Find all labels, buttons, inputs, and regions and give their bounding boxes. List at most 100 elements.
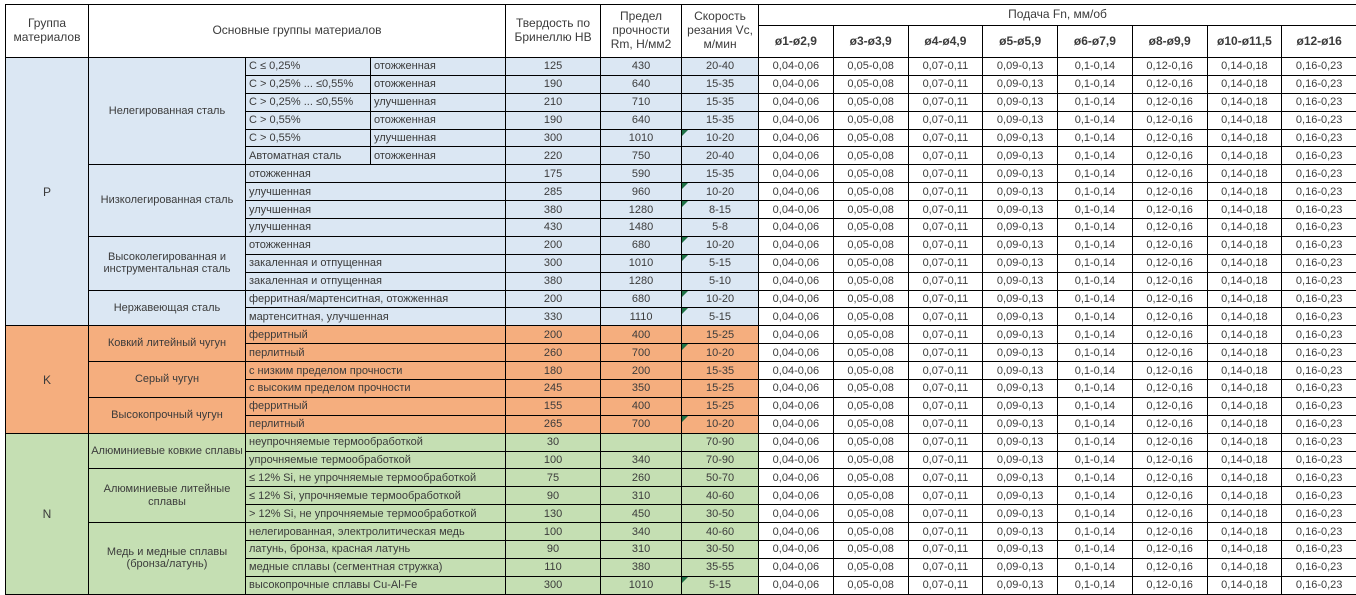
material-desc-cell[interactable]: C > 0,25% ... ≤0,55% — [246, 93, 371, 111]
cutting-speed-cell[interactable]: 35-55 — [682, 558, 759, 576]
hardness-cell[interactable]: 75 — [506, 469, 601, 487]
feed-value-cell-1[interactable]: 0,04-0,06 — [759, 129, 834, 147]
hardness-cell[interactable]: 380 — [506, 201, 601, 219]
feed-value-cell-3[interactable]: 0,07-0,11 — [908, 380, 983, 398]
feed-value-cell-1[interactable]: 0,04-0,06 — [759, 93, 834, 111]
feed-value-cell-2[interactable]: 0,05-0,08 — [833, 380, 908, 398]
hardness-cell[interactable]: 180 — [506, 362, 601, 380]
feed-value-cell-6[interactable]: 0,12-0,16 — [1132, 362, 1207, 380]
feed-value-cell-4[interactable]: 0,09-0,13 — [983, 362, 1058, 380]
feed-value-cell-5[interactable]: 0,1-0,14 — [1058, 505, 1133, 523]
feed-value-cell-7[interactable]: 0,14-0,18 — [1207, 397, 1282, 415]
feed-value-cell-4[interactable]: 0,09-0,13 — [983, 541, 1058, 559]
feed-value-cell-6[interactable]: 0,12-0,16 — [1132, 469, 1207, 487]
hardness-cell[interactable]: 285 — [506, 183, 601, 201]
feed-value-cell-5[interactable]: 0,1-0,14 — [1058, 469, 1133, 487]
feed-value-cell-1[interactable]: 0,04-0,06 — [759, 201, 834, 219]
hardness-cell[interactable]: 200 — [506, 290, 601, 308]
feed-value-cell-6[interactable]: 0,12-0,16 — [1132, 254, 1207, 272]
feed-value-cell-3[interactable]: 0,07-0,11 — [908, 165, 983, 183]
feed-value-cell-3[interactable]: 0,07-0,11 — [908, 254, 983, 272]
material-family-cell[interactable]: Нержавеющая сталь — [89, 290, 246, 326]
feed-value-cell-8[interactable]: 0,16-0,23 — [1282, 236, 1356, 254]
feed-value-cell-3[interactable]: 0,07-0,11 — [908, 505, 983, 523]
cutting-speed-cell[interactable]: 15-35 — [682, 165, 759, 183]
feed-value-cell-5[interactable]: 0,1-0,14 — [1058, 254, 1133, 272]
feed-value-cell-7[interactable]: 0,14-0,18 — [1207, 58, 1282, 76]
feed-value-cell-4[interactable]: 0,09-0,13 — [983, 219, 1058, 237]
feed-value-cell-8[interactable]: 0,16-0,23 — [1282, 487, 1356, 505]
feed-value-cell-3[interactable]: 0,07-0,11 — [908, 236, 983, 254]
feed-value-cell-4[interactable]: 0,09-0,13 — [983, 558, 1058, 576]
tensile-strength-cell[interactable]: 1110 — [601, 308, 682, 326]
header-feed-title[interactable]: Подача Fn, мм/об — [759, 5, 1356, 26]
feed-value-cell-1[interactable]: 0,04-0,06 — [759, 505, 834, 523]
hardness-cell[interactable]: 125 — [506, 58, 601, 76]
material-desc-cell[interactable]: улучшенная — [246, 219, 506, 237]
cutting-speed-cell[interactable]: 15-35 — [682, 362, 759, 380]
feed-value-cell-8[interactable]: 0,16-0,23 — [1282, 415, 1356, 433]
header-feed-dia-8[interactable]: ø12-ø16 — [1282, 26, 1356, 58]
tensile-strength-cell[interactable]: 340 — [601, 523, 682, 541]
material-desc-cell[interactable]: с низким пределом прочности — [246, 362, 506, 380]
feed-value-cell-4[interactable]: 0,09-0,13 — [983, 183, 1058, 201]
feed-value-cell-5[interactable]: 0,1-0,14 — [1058, 165, 1133, 183]
feed-value-cell-5[interactable]: 0,1-0,14 — [1058, 487, 1133, 505]
feed-value-cell-2[interactable]: 0,05-0,08 — [833, 451, 908, 469]
feed-value-cell-3[interactable]: 0,07-0,11 — [908, 362, 983, 380]
feed-value-cell-3[interactable]: 0,07-0,11 — [908, 326, 983, 344]
feed-value-cell-1[interactable]: 0,04-0,06 — [759, 469, 834, 487]
feed-value-cell-5[interactable]: 0,1-0,14 — [1058, 344, 1133, 362]
feed-value-cell-4[interactable]: 0,09-0,13 — [983, 380, 1058, 398]
material-family-cell[interactable]: Высокопрочный чугун — [89, 397, 246, 433]
material-desc-cell[interactable]: улучшенная — [246, 183, 506, 201]
feed-value-cell-3[interactable]: 0,07-0,11 — [908, 469, 983, 487]
header-feed-dia-5[interactable]: ø6-ø7,9 — [1058, 26, 1133, 58]
tensile-strength-cell[interactable]: 400 — [601, 326, 682, 344]
feed-value-cell-4[interactable]: 0,09-0,13 — [983, 254, 1058, 272]
hardness-cell[interactable]: 130 — [506, 505, 601, 523]
tensile-strength-cell[interactable]: 680 — [601, 290, 682, 308]
tensile-strength-cell[interactable]: 400 — [601, 397, 682, 415]
feed-value-cell-7[interactable]: 0,14-0,18 — [1207, 415, 1282, 433]
feed-value-cell-2[interactable]: 0,05-0,08 — [833, 75, 908, 93]
feed-value-cell-2[interactable]: 0,05-0,08 — [833, 326, 908, 344]
feed-value-cell-5[interactable]: 0,1-0,14 — [1058, 558, 1133, 576]
feed-value-cell-1[interactable]: 0,04-0,06 — [759, 380, 834, 398]
feed-value-cell-4[interactable]: 0,09-0,13 — [983, 326, 1058, 344]
hardness-cell[interactable]: 380 — [506, 272, 601, 290]
feed-value-cell-2[interactable]: 0,05-0,08 — [833, 415, 908, 433]
hardness-cell[interactable]: 30 — [506, 433, 601, 451]
feed-value-cell-2[interactable]: 0,05-0,08 — [833, 129, 908, 147]
feed-value-cell-4[interactable]: 0,09-0,13 — [983, 451, 1058, 469]
feed-value-cell-7[interactable]: 0,14-0,18 — [1207, 272, 1282, 290]
feed-value-cell-7[interactable]: 0,14-0,18 — [1207, 576, 1282, 594]
cutting-speed-cell[interactable]: 15-35 — [682, 75, 759, 93]
group-letter-cell[interactable]: N — [6, 433, 89, 594]
header-main-material-groups[interactable]: Основные группы материалов — [89, 5, 506, 58]
feed-value-cell-8[interactable]: 0,16-0,23 — [1282, 75, 1356, 93]
feed-value-cell-4[interactable]: 0,09-0,13 — [983, 576, 1058, 594]
feed-value-cell-2[interactable]: 0,05-0,08 — [833, 236, 908, 254]
material-desc-cell[interactable]: улучшенная — [246, 201, 506, 219]
tensile-strength-cell[interactable]: 200 — [601, 362, 682, 380]
feed-value-cell-4[interactable]: 0,09-0,13 — [983, 58, 1058, 76]
feed-value-cell-1[interactable]: 0,04-0,06 — [759, 523, 834, 541]
feed-value-cell-6[interactable]: 0,12-0,16 — [1132, 58, 1207, 76]
material-family-cell[interactable]: Высоколегированная и инструментальная ст… — [89, 236, 246, 290]
tensile-strength-cell[interactable]: 640 — [601, 111, 682, 129]
hardness-cell[interactable]: 245 — [506, 380, 601, 398]
feed-value-cell-8[interactable]: 0,16-0,23 — [1282, 451, 1356, 469]
feed-value-cell-8[interactable]: 0,16-0,23 — [1282, 58, 1356, 76]
feed-value-cell-6[interactable]: 0,12-0,16 — [1132, 558, 1207, 576]
feed-value-cell-3[interactable]: 0,07-0,11 — [908, 58, 983, 76]
feed-value-cell-6[interactable]: 0,12-0,16 — [1132, 308, 1207, 326]
feed-value-cell-5[interactable]: 0,1-0,14 — [1058, 576, 1133, 594]
feed-value-cell-6[interactable]: 0,12-0,16 — [1132, 523, 1207, 541]
feed-value-cell-6[interactable]: 0,12-0,16 — [1132, 183, 1207, 201]
feed-value-cell-6[interactable]: 0,12-0,16 — [1132, 576, 1207, 594]
hardness-cell[interactable]: 300 — [506, 576, 601, 594]
feed-value-cell-5[interactable]: 0,1-0,14 — [1058, 380, 1133, 398]
cutting-speed-cell[interactable]: 30-50 — [682, 541, 759, 559]
feed-value-cell-8[interactable]: 0,16-0,23 — [1282, 201, 1356, 219]
